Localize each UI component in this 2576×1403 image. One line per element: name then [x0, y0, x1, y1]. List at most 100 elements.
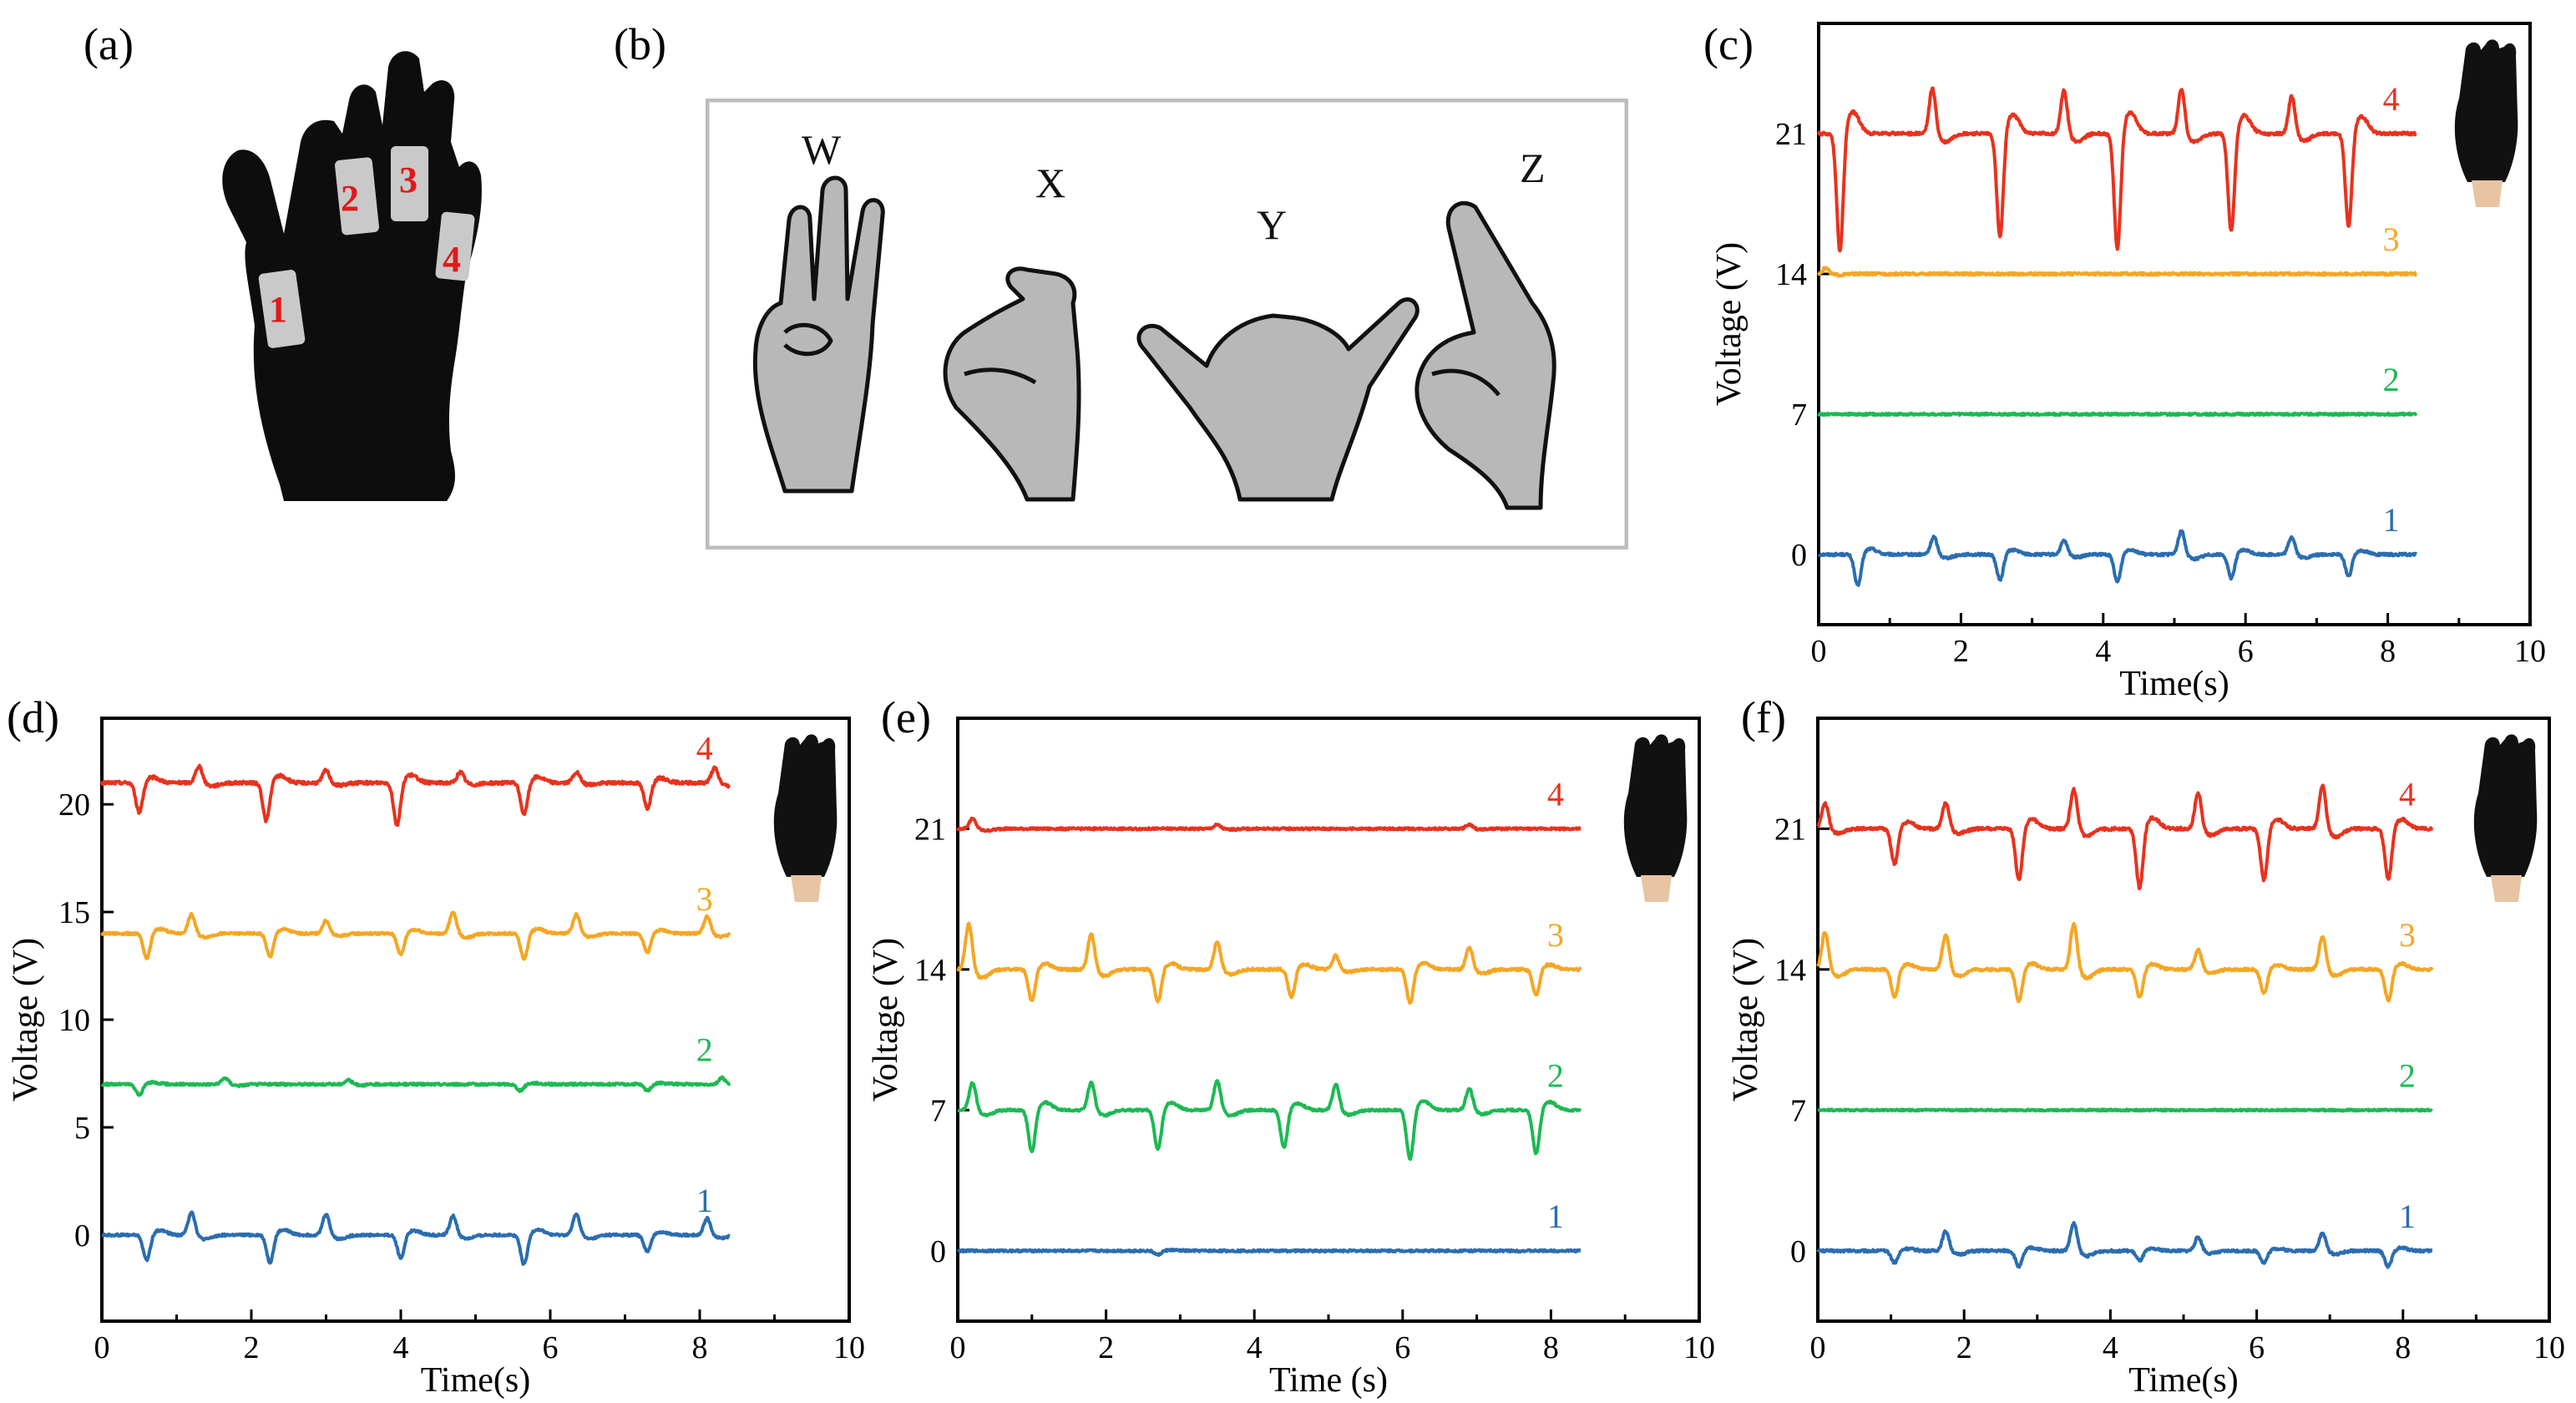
x-tick-label: 4 — [2095, 634, 2111, 669]
y-tick-label: 21 — [1775, 117, 1807, 152]
series-line-3 — [1816, 921, 2434, 1004]
series-label-2: 2 — [1547, 1056, 1564, 1094]
x-tick-label: 0 — [950, 1330, 966, 1365]
x-axis-label: Time (s) — [1269, 1361, 1388, 1400]
sensor-patch-2 — [335, 157, 379, 236]
glove-inset-shape — [773, 734, 838, 877]
series-line-4 — [100, 763, 731, 828]
sensor-patch-4 — [435, 211, 475, 281]
series-line-1 — [1816, 1221, 2433, 1269]
x-tick-label: 10 — [833, 1330, 865, 1365]
plot-frame — [956, 717, 1701, 1323]
letter-x: X — [1035, 160, 1065, 206]
series-label-3: 3 — [696, 880, 713, 918]
series-label-3: 3 — [1547, 916, 1564, 954]
series-label-1: 1 — [696, 1182, 713, 1219]
x-tick-label: 8 — [692, 1330, 708, 1365]
series-line-3 — [100, 910, 731, 961]
x-tick-label: 10 — [2533, 1330, 2565, 1365]
y-tick-label: 20 — [58, 788, 90, 823]
y-tick-label: 7 — [1791, 398, 1807, 433]
y-tick-label: 21 — [1774, 812, 1806, 847]
series-line-4 — [1816, 783, 2434, 890]
x-axis-label: Time(s) — [2128, 1361, 2238, 1400]
hand-w — [752, 175, 885, 494]
x-tick-label: 4 — [393, 1330, 409, 1365]
hand-y — [1136, 297, 1420, 502]
x-axis-label: Time(s) — [2119, 665, 2229, 703]
x-tick-label: 0 — [1810, 1330, 1826, 1365]
series-label-1: 1 — [1547, 1198, 1564, 1235]
marker-1: 1 — [269, 289, 287, 330]
y-tick-label: 0 — [930, 1234, 946, 1269]
plot-frame — [100, 717, 851, 1323]
x-tick-label: 4 — [2103, 1330, 2118, 1365]
glove-inset-shape — [1623, 734, 1688, 877]
x-tick-label: 0 — [1811, 634, 1827, 669]
glove-inset — [1623, 734, 1688, 902]
marker-4: 4 — [443, 239, 461, 280]
y-tick-label: 0 — [1791, 538, 1807, 573]
series-line-4 — [1817, 86, 2417, 253]
series-label-4: 4 — [696, 729, 713, 767]
plot-frame — [1817, 22, 2532, 626]
y-tick-label: 14 — [914, 953, 946, 988]
panel-label-a: (a) — [84, 19, 134, 69]
x-tick-label: 8 — [2380, 634, 2396, 669]
marker-2: 2 — [341, 178, 359, 219]
series-label-4: 4 — [1547, 775, 1564, 813]
x-tick-label: 6 — [2249, 1330, 2265, 1365]
x-tick-label: 8 — [1543, 1330, 1559, 1365]
y-tick-label: 14 — [1775, 257, 1807, 292]
glove-inset-wrist — [2491, 875, 2522, 902]
series-line-4 — [956, 816, 1582, 833]
marker-3: 3 — [399, 160, 418, 200]
letter-y: Y — [1257, 201, 1287, 248]
panel-label-b: (b) — [614, 19, 666, 69]
x-tick-label: 10 — [1683, 1330, 1715, 1365]
x-tick-label: 4 — [1247, 1330, 1263, 1365]
x-tick-label: 0 — [94, 1330, 110, 1365]
series-line-2 — [1816, 1107, 2433, 1113]
x-tick-label: 2 — [244, 1330, 260, 1365]
hand-x — [943, 266, 1081, 502]
y-tick-label: 15 — [58, 895, 90, 930]
letter-z: Z — [1520, 144, 1546, 191]
y-tick-label: 14 — [1774, 953, 1806, 988]
series-label-1: 1 — [2383, 501, 2400, 539]
series-line-2 — [1817, 411, 2418, 418]
glove-inset-shape — [2454, 39, 2518, 182]
series-label-1: 1 — [2399, 1198, 2416, 1235]
x-tick-label: 6 — [1394, 1330, 1410, 1365]
x-tick-label: 2 — [1956, 1330, 1972, 1365]
series-label-2: 2 — [2399, 1056, 2416, 1094]
y-axis-label: Voltage (V) — [1710, 242, 1749, 406]
sensor-patch-3 — [391, 146, 428, 221]
y-tick-label: 7 — [1790, 1093, 1806, 1128]
y-tick-label: 10 — [58, 1003, 90, 1038]
panel-label-c: (c) — [1703, 19, 1754, 69]
glove-inset-wrist — [791, 875, 822, 902]
series-line-3 — [956, 921, 1582, 1005]
panel-label-e: (e) — [881, 692, 931, 742]
glove-inset — [2473, 734, 2538, 902]
x-tick-label: 6 — [2238, 634, 2254, 669]
x-axis-label: Time(s) — [421, 1361, 530, 1400]
glove-photo: 1 2 3 4 — [222, 51, 482, 501]
y-tick-label: 21 — [914, 812, 946, 847]
y-tick-label: 7 — [930, 1093, 946, 1128]
y-tick-label: 5 — [74, 1111, 90, 1146]
panel-label-f: (f) — [1741, 692, 1786, 742]
chart-c: 0 2 4 6 8 10 0 7 14 21 Time(s) Voltage (V) 1 2 3 4 — [1710, 22, 2546, 703]
glove-inset — [2454, 39, 2518, 207]
series-label-3: 3 — [2399, 916, 2416, 954]
x-tick-label: 8 — [2395, 1330, 2411, 1365]
series-line-3 — [1817, 266, 2418, 278]
series-label-3: 3 — [2383, 220, 2400, 258]
series-line-1 — [100, 1210, 731, 1266]
x-tick-label: 10 — [2514, 634, 2546, 669]
glove-inset-wrist — [2472, 180, 2503, 207]
sensor-patch-1 — [258, 270, 306, 348]
series-label-2: 2 — [696, 1031, 713, 1068]
series-label-4: 4 — [2399, 775, 2416, 813]
